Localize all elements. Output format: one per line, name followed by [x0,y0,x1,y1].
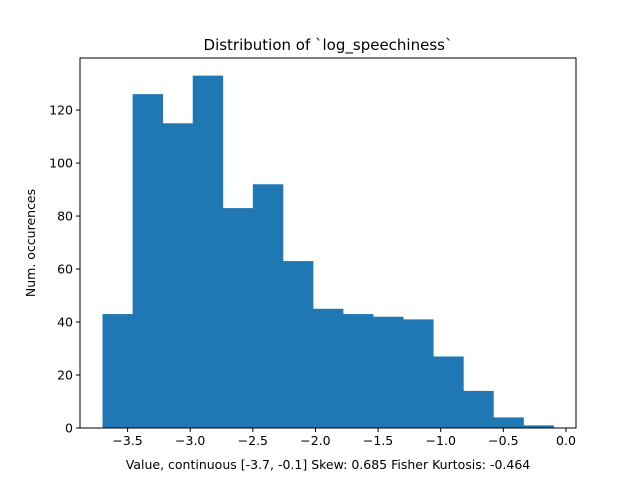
histogram-bar [463,390,494,428]
y-axis-ticks: 0 20 40 60 80 100 120 [49,103,80,436]
histogram-bar [403,319,434,428]
x-axis-title: Value, continuous [-3.7, -0.1] Skew: 0.6… [126,457,531,472]
x-tick-label: −3.0 [175,433,205,448]
histogram-bar [433,356,464,428]
histogram-bar [192,75,224,428]
histogram-bar [132,94,164,429]
histogram-bar [343,314,374,428]
x-axis-ticks: −3.5 −3.0 −2.5 −2.0 −1.5 −1.0 −0.5 0.0 [112,428,576,448]
x-tick-label: −3.5 [112,433,142,448]
y-tick-label: 80 [57,209,73,224]
histogram-bar [102,314,134,428]
histogram-bar [373,316,404,428]
x-tick-label: 0.0 [556,433,576,448]
histogram-bar [493,417,524,428]
histogram-bar [162,123,194,429]
x-tick-label: −1.5 [363,433,393,448]
y-tick-label: 100 [49,156,73,171]
y-tick-label: 20 [57,368,73,383]
histogram-bar [523,425,554,428]
x-tick-label: −2.0 [300,433,330,448]
histogram-bar [222,208,254,428]
x-tick-label: −1.0 [426,433,456,448]
histogram-bar [312,308,344,428]
bars-group [102,75,554,429]
x-tick-label: −2.5 [238,433,268,448]
y-tick-label: 120 [49,103,73,118]
histogram-bar [252,184,284,428]
chart-title: Distribution of `log_speechiness` [204,36,453,55]
y-tick-label: 60 [57,262,73,277]
y-tick-label: 40 [57,315,73,330]
plot-frame [79,57,577,429]
histogram-bar [282,261,314,428]
x-tick-label: −0.5 [488,433,518,448]
y-axis-title: Num. occurences [23,189,38,297]
y-tick-label: 0 [65,421,73,436]
